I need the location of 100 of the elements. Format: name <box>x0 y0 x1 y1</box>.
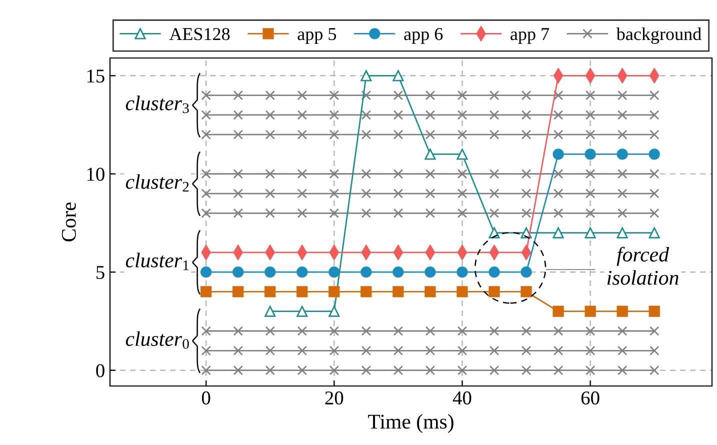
point <box>585 365 596 376</box>
point <box>393 130 404 140</box>
point <box>233 188 243 198</box>
point <box>648 148 660 160</box>
point <box>457 110 468 120</box>
point <box>489 130 500 140</box>
point <box>425 208 436 218</box>
point <box>617 346 628 356</box>
point <box>265 110 275 120</box>
point <box>233 365 243 376</box>
point <box>201 130 211 140</box>
point <box>425 169 436 179</box>
point <box>457 188 468 198</box>
point <box>650 346 660 356</box>
legend-label: AES128 <box>169 28 230 40</box>
point <box>457 208 468 218</box>
point <box>617 110 628 120</box>
point <box>488 286 500 298</box>
point <box>650 326 660 336</box>
x-axis-title: Time (ms) <box>368 414 454 433</box>
legend-label: app 6 <box>404 28 443 44</box>
point <box>648 306 660 317</box>
point <box>264 286 276 298</box>
point <box>616 306 628 317</box>
point <box>201 169 211 179</box>
point <box>360 70 372 82</box>
point <box>361 326 372 336</box>
point <box>265 365 275 376</box>
point <box>521 188 532 198</box>
point <box>265 188 275 198</box>
point <box>424 286 436 298</box>
point <box>585 110 596 120</box>
legend-label: app 7 <box>510 28 550 44</box>
point <box>296 286 308 298</box>
point <box>361 346 372 356</box>
point <box>521 130 532 140</box>
point <box>329 365 340 376</box>
point <box>553 365 564 376</box>
point <box>329 188 340 198</box>
point <box>264 266 276 278</box>
point <box>201 110 211 120</box>
point <box>361 365 372 376</box>
point <box>553 188 564 198</box>
point <box>201 365 211 376</box>
point <box>489 346 500 356</box>
point <box>425 326 436 336</box>
point <box>552 306 564 317</box>
point <box>297 90 307 100</box>
point <box>425 346 436 356</box>
point <box>648 227 660 238</box>
point <box>457 130 468 140</box>
point <box>297 110 307 120</box>
point <box>265 346 275 356</box>
x-tick-label: 0 <box>202 391 210 405</box>
point <box>232 286 244 298</box>
point <box>297 208 307 218</box>
point <box>328 306 340 317</box>
point <box>456 148 468 160</box>
point <box>585 208 596 218</box>
point <box>616 148 628 160</box>
point <box>329 110 340 120</box>
point <box>424 148 436 160</box>
point <box>200 286 212 298</box>
point <box>425 188 436 198</box>
point <box>650 110 660 120</box>
point <box>521 346 532 356</box>
point <box>233 346 243 356</box>
point <box>650 169 660 179</box>
point <box>489 110 500 120</box>
point <box>521 110 532 120</box>
point <box>457 365 468 376</box>
point <box>392 286 404 298</box>
y-tick-label: 10 <box>87 168 104 181</box>
point <box>585 169 596 179</box>
point <box>233 326 243 336</box>
point <box>328 286 340 298</box>
point <box>457 346 468 356</box>
point <box>232 266 244 278</box>
point <box>457 90 468 100</box>
point <box>329 346 340 356</box>
point <box>521 208 532 218</box>
point <box>392 70 404 82</box>
point <box>361 90 372 100</box>
point <box>553 326 564 336</box>
point <box>553 130 564 140</box>
legend-label: app 5 <box>298 28 336 44</box>
annotation: cluster$_{1}$ <box>126 252 189 270</box>
point <box>553 90 564 100</box>
point <box>425 365 436 376</box>
point <box>297 326 307 336</box>
point <box>457 326 468 336</box>
point <box>296 266 308 278</box>
point <box>265 326 275 336</box>
point <box>616 227 628 238</box>
point <box>617 169 628 179</box>
point <box>329 208 340 218</box>
point <box>489 208 500 218</box>
point <box>201 346 211 356</box>
x-tick-label: 40 <box>452 391 472 405</box>
point <box>393 326 404 336</box>
